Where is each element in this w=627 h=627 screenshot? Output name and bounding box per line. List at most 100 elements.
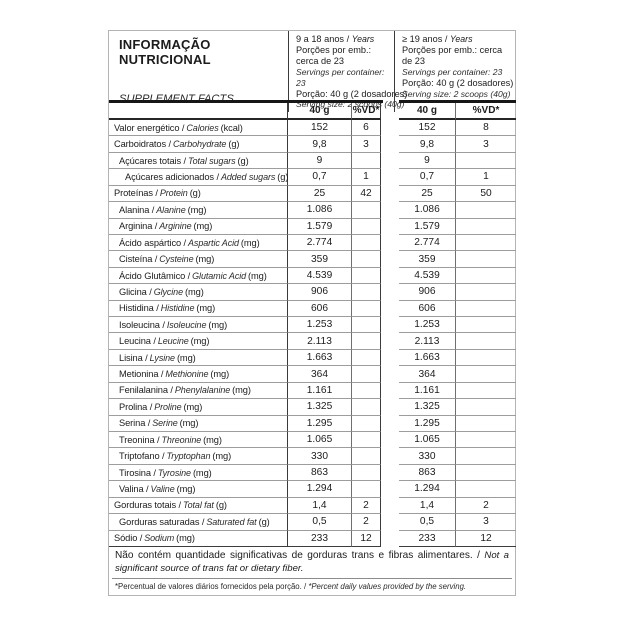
label-english: Valine — [150, 483, 175, 494]
column-gap — [381, 120, 399, 136]
dv-9-18 — [352, 349, 381, 367]
table-row: Arginina / Arginine (mg) 1.579 1.579 — [109, 218, 516, 235]
nutrient-label: Cisteína / Cysteine (mg) — [109, 251, 288, 268]
label-portuguese: Isoleucina / — [119, 319, 165, 330]
dv-header-19plus: %VD* — [456, 103, 516, 120]
column-gap — [381, 301, 399, 317]
nutrient-label: Treonina / Threonine (mg) — [109, 432, 288, 449]
table-header: INFORMAÇÃO NUTRICIONAL SUPPLEMENT FACTS … — [109, 31, 515, 113]
amount-9-18: 4.539 — [288, 267, 352, 285]
dv-19plus — [456, 366, 516, 383]
label-portuguese: Treonina / — [119, 434, 160, 445]
nutrient-label: Gorduras saturadas / Saturated fat (g) — [109, 514, 288, 531]
column-gap — [381, 219, 399, 235]
column-gap — [381, 251, 399, 267]
amount-9-18: 1.294 — [288, 481, 352, 498]
amount-9-18: 863 — [288, 464, 352, 482]
dv-9-18 — [352, 464, 381, 482]
label-english: Calories — [186, 122, 219, 133]
nutrient-label: Prolina / Proline (mg) — [109, 399, 288, 416]
column-gap — [381, 317, 399, 333]
table-row: Gorduras saturadas / Saturated fat (g) 0,5… — [109, 514, 516, 531]
footnote-divider — [112, 578, 512, 579]
label-english: Phenylalanine — [174, 385, 231, 396]
label-unit: (mg) — [212, 451, 232, 462]
dv-9-18 — [352, 317, 381, 334]
amount-9-18: 1.086 — [288, 202, 352, 219]
label-unit: (mg) — [210, 369, 230, 380]
amount-19plus: 1.663 — [399, 349, 456, 367]
dv-19plus: 2 — [456, 498, 516, 515]
dv-19plus — [456, 465, 516, 482]
portion-en: Serving size: 2 scoops (40g) — [296, 99, 405, 110]
dv-9-18 — [352, 267, 381, 285]
table-row: Carboidratos / Carbohydrate (g) 9,8 3 9,8 … — [109, 136, 516, 153]
dv-9-18: 1 — [352, 169, 381, 186]
dv-19plus — [456, 301, 516, 318]
table-row: Ácido aspártico / Aspartic Acid (mg) 2.774… — [109, 234, 516, 252]
label-english: Methionine — [165, 369, 209, 380]
label-portuguese: Arginina / — [119, 221, 158, 232]
label-column-spacer — [109, 103, 288, 120]
label-unit: (mg) — [176, 483, 196, 494]
nutrient-label: Açúcares adicionados / Added sugars (g) — [109, 169, 288, 186]
label-unit: (g) — [215, 500, 227, 511]
column-gap — [381, 514, 399, 530]
label-english: Glutamic Acid — [192, 270, 247, 281]
dv-9-18: 42 — [352, 185, 381, 203]
dv-19plus: 1 — [456, 169, 516, 186]
table-row: Metionina / Methionine (mg) 364 364 — [109, 366, 516, 383]
trans-fat-note: Não contém quantidade significativas de … — [115, 550, 510, 574]
amount-9-18: 1.579 — [288, 218, 352, 235]
amount-19plus: 1.294 — [399, 481, 456, 498]
table-row: Serina / Serine (mg) 1.295 1.295 — [109, 415, 516, 433]
label-unit: (mg) — [192, 467, 212, 478]
dv-19plus — [456, 399, 516, 416]
table-row: Triptofano / Tryptophan (mg) 330 330 — [109, 448, 516, 465]
table-row: Leucina / Leucine (mg) 2.113 2.113 — [109, 333, 516, 350]
table-row: Lisina / Lysine (mg) 1.663 1.663 — [109, 349, 516, 367]
servings-en: Servings per container: 23 — [402, 66, 503, 77]
dv-9-18 — [352, 218, 381, 235]
table-row: Cisteína / Cysteine (mg) 359 359 — [109, 251, 516, 268]
column-gap — [381, 531, 399, 547]
amount-19plus: 1.086 — [399, 202, 456, 219]
column-gap — [381, 416, 399, 432]
table-row: Sódio / Sodium (mg) 233 12 233 12 — [109, 530, 516, 547]
dv-9-18: 2 — [352, 497, 381, 515]
table-row: Isoleucina / Isoleucine (mg) 1.253 1.253 — [109, 317, 516, 334]
amount-9-18: 2.113 — [288, 333, 352, 350]
amount-9-18: 9,8 — [288, 136, 352, 153]
dv-19plus — [456, 202, 516, 219]
amount-19plus: 233 — [399, 530, 456, 547]
column-gap — [381, 498, 399, 514]
table-row: Tirosina / Tyrosine (mg) 863 863 — [109, 464, 516, 482]
amount-9-18: 364 — [288, 366, 352, 383]
label-unit: (mg) — [193, 221, 213, 232]
dv-9-18 — [352, 366, 381, 383]
column-gap — [381, 136, 399, 152]
label-english: Added sugars — [220, 171, 276, 182]
label-portuguese: Açúcares totais / — [119, 155, 187, 166]
dv-9-18: 2 — [352, 514, 381, 531]
nutrient-label: Leucina / Leucine (mg) — [109, 333, 288, 350]
dv-19plus — [456, 268, 516, 285]
column-gap — [381, 235, 399, 251]
label-unit: (mg) — [176, 533, 195, 544]
label-english: Sodium — [144, 533, 175, 544]
nutrient-label: Arginina / Arginine (mg) — [109, 218, 288, 235]
label-unit: (mg) — [195, 254, 215, 265]
label-english: Aspartic Acid — [188, 237, 239, 248]
amount-19plus: 9,8 — [399, 136, 456, 153]
label-portuguese: Sódio / — [114, 533, 143, 544]
amount-19plus: 906 — [399, 284, 456, 301]
nutrient-label: Proteínas / Protein (g) — [109, 185, 288, 203]
label-english: Alanine — [156, 204, 186, 215]
amount-19plus: 152 — [399, 120, 456, 137]
nutrient-label: Histidina / Histidine (mg) — [109, 300, 288, 318]
age-group-19plus-header: ≥ 19 anos / Years Porções por emb.: cerc… — [394, 31, 515, 113]
label-portuguese: Fenilalanina / — [119, 385, 173, 396]
label-unit: (mg) — [185, 286, 204, 297]
label-portuguese: Ácido Glutâmico / — [119, 270, 191, 281]
